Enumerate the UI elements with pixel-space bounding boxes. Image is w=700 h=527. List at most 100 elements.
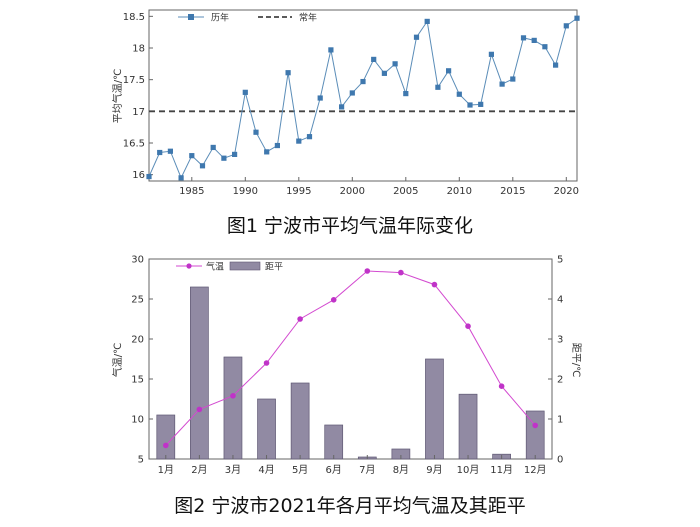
annual-temperature-point bbox=[349, 90, 355, 96]
monthly-temperature-point bbox=[398, 269, 404, 276]
annual-temperature-point bbox=[435, 84, 441, 90]
annual-temperature-line bbox=[148, 17, 578, 180]
anomaly-bar bbox=[324, 424, 344, 460]
monthly-temperature-markers bbox=[162, 268, 539, 449]
monthly-temperature-point bbox=[196, 406, 203, 413]
anomaly-bar bbox=[190, 286, 209, 460]
chart2-right-tick-label: 1 bbox=[557, 415, 563, 426]
chart2-left-tick-label: 10 bbox=[131, 415, 144, 426]
monthly-temperature-point bbox=[263, 360, 270, 366]
annual-temperature-point bbox=[167, 148, 173, 154]
monthly-temperature-point bbox=[364, 268, 371, 274]
annual-temperature-point bbox=[253, 129, 259, 135]
chart2-x-axis: 1月 2月 3月 4月 5月 6月 7月 8月 9月 10月 11月 12月 bbox=[158, 455, 547, 476]
annual-temperature-point bbox=[285, 70, 291, 76]
annual-temperature-point bbox=[360, 78, 366, 85]
chart2-x-tick-label: 9月 bbox=[426, 464, 442, 476]
chart1-y-tick-label: 17.5 bbox=[123, 75, 145, 86]
chart2-x-tick-label: 1月 bbox=[158, 464, 174, 476]
figure2-caption: 图2 宁波市2021年各月平均气温及其距平 bbox=[174, 495, 525, 517]
annual-temperature-point bbox=[328, 47, 334, 53]
annual-temperature-point bbox=[553, 62, 559, 68]
annual-temperature-point bbox=[317, 95, 323, 101]
annual-temperature-point bbox=[339, 104, 345, 110]
chart2-x-tick-label: 12月 bbox=[524, 464, 547, 476]
anomaly-bar bbox=[156, 414, 176, 460]
chart2-x-tick-label: 4月 bbox=[258, 464, 274, 476]
annual-temperature-point bbox=[306, 134, 313, 140]
monthly-temperature-point bbox=[162, 442, 169, 449]
annual-temperature-point bbox=[563, 23, 569, 29]
legend-annual-label: 历年 bbox=[211, 12, 229, 24]
chart2-x-tick-label: 3月 bbox=[225, 464, 241, 476]
chart1-y-tick-label: 18.5 bbox=[123, 12, 145, 23]
chart2-left-tick-label: 20 bbox=[131, 335, 144, 346]
legend-temperature-marker bbox=[186, 263, 192, 269]
chart1-plot-frame bbox=[148, 9, 578, 182]
chart2-right-tick-label: 4 bbox=[557, 295, 563, 306]
annual-temperature-point bbox=[392, 61, 398, 67]
annual-temperature-markers bbox=[146, 15, 580, 181]
chart2-left-axis: 5 10 15 20 25 30 bbox=[131, 255, 153, 466]
anomaly-bar bbox=[425, 358, 444, 460]
chart1-y-tick-label: 17 bbox=[132, 107, 145, 118]
chart2-x-tick-label: 11月 bbox=[490, 464, 513, 476]
monthly-temperature-point bbox=[330, 297, 337, 303]
annual-temperature-point bbox=[467, 102, 473, 108]
legend-anomaly-label: 距平 bbox=[265, 262, 283, 273]
chart2-right-axis-label: 距平/℃ bbox=[570, 343, 582, 378]
chart2-plot-frame bbox=[148, 258, 553, 460]
annual-temperature-point bbox=[381, 70, 387, 76]
chart1-y-axis: 16 16.5 17 17.5 18 18.5 bbox=[123, 12, 153, 181]
annual-temperature-chart: 16 16.5 17 17.5 18 18.5 1985 1990 1995 2000 2005 2… bbox=[111, 9, 580, 237]
annual-temperature-point bbox=[264, 149, 270, 155]
annual-temperature-point bbox=[210, 144, 216, 151]
figure1-caption: 图1 宁波市平均气温年际变化 bbox=[227, 215, 473, 237]
chart1-x-tick-label: 2015 bbox=[500, 186, 525, 197]
chart1-y-tick-label: 16 bbox=[132, 170, 145, 181]
annual-temperature-point bbox=[189, 153, 195, 159]
annual-temperature-point bbox=[157, 149, 163, 156]
chart2-left-tick-label: 15 bbox=[131, 375, 144, 386]
chart1-x-tick-label: 2000 bbox=[340, 186, 365, 197]
chart2-legend: 气温 距平 bbox=[176, 261, 283, 273]
anomaly-bars bbox=[156, 286, 545, 460]
chart1-legend: 历年 常年 bbox=[178, 12, 317, 24]
chart2-left-axis-label: 气温/℃ bbox=[111, 343, 124, 378]
chart2-left-tick-label: 30 bbox=[131, 255, 144, 266]
monthly-temperature-point bbox=[532, 422, 539, 429]
monthly-temperature-line bbox=[165, 270, 536, 446]
annual-temperature-point bbox=[413, 34, 420, 40]
annual-temperature-point bbox=[499, 81, 505, 87]
annual-temperature-point bbox=[232, 151, 238, 157]
chart2-right-tick-label: 5 bbox=[557, 255, 563, 266]
chart2-left-tick-label: 5 bbox=[138, 455, 144, 466]
anomaly-bar bbox=[257, 398, 276, 460]
anomaly-bar bbox=[458, 393, 478, 460]
legend-normal-label: 常年 bbox=[299, 12, 317, 24]
chart1-x-tick-label: 2020 bbox=[554, 186, 579, 197]
annual-temperature-point bbox=[146, 173, 152, 180]
chart2-x-tick-label: 5月 bbox=[292, 464, 308, 476]
chart1-x-tick-label: 1985 bbox=[179, 186, 204, 197]
legend-temperature-label: 气温 bbox=[206, 261, 224, 273]
annual-temperature-point bbox=[456, 91, 462, 97]
legend-anomaly-swatch bbox=[229, 261, 261, 271]
chart2-x-tick-label: 8月 bbox=[393, 464, 409, 476]
annual-temperature-point bbox=[221, 155, 227, 161]
annual-temperature-point bbox=[274, 142, 280, 149]
annual-temperature-point bbox=[371, 56, 377, 62]
annual-temperature-point bbox=[296, 138, 302, 144]
monthly-temperature-point bbox=[498, 383, 505, 390]
annual-temperature-point bbox=[478, 101, 484, 107]
chart1-x-tick-label: 2010 bbox=[447, 186, 472, 197]
chart1-x-tick-label: 2005 bbox=[393, 186, 418, 197]
annual-temperature-point bbox=[488, 51, 494, 57]
annual-temperature-point bbox=[242, 89, 248, 95]
annual-temperature-point bbox=[403, 91, 409, 97]
monthly-temperature-point bbox=[431, 281, 438, 288]
chart2-x-tick-label: 2月 bbox=[191, 464, 207, 476]
anomaly-bar bbox=[223, 356, 243, 460]
monthly-temperature-chart: 5 10 15 20 25 30 0 1 2 3 4 5 1月 2月 3月 4月 5月 6月 7月 8月 9月 10月… bbox=[111, 255, 582, 518]
